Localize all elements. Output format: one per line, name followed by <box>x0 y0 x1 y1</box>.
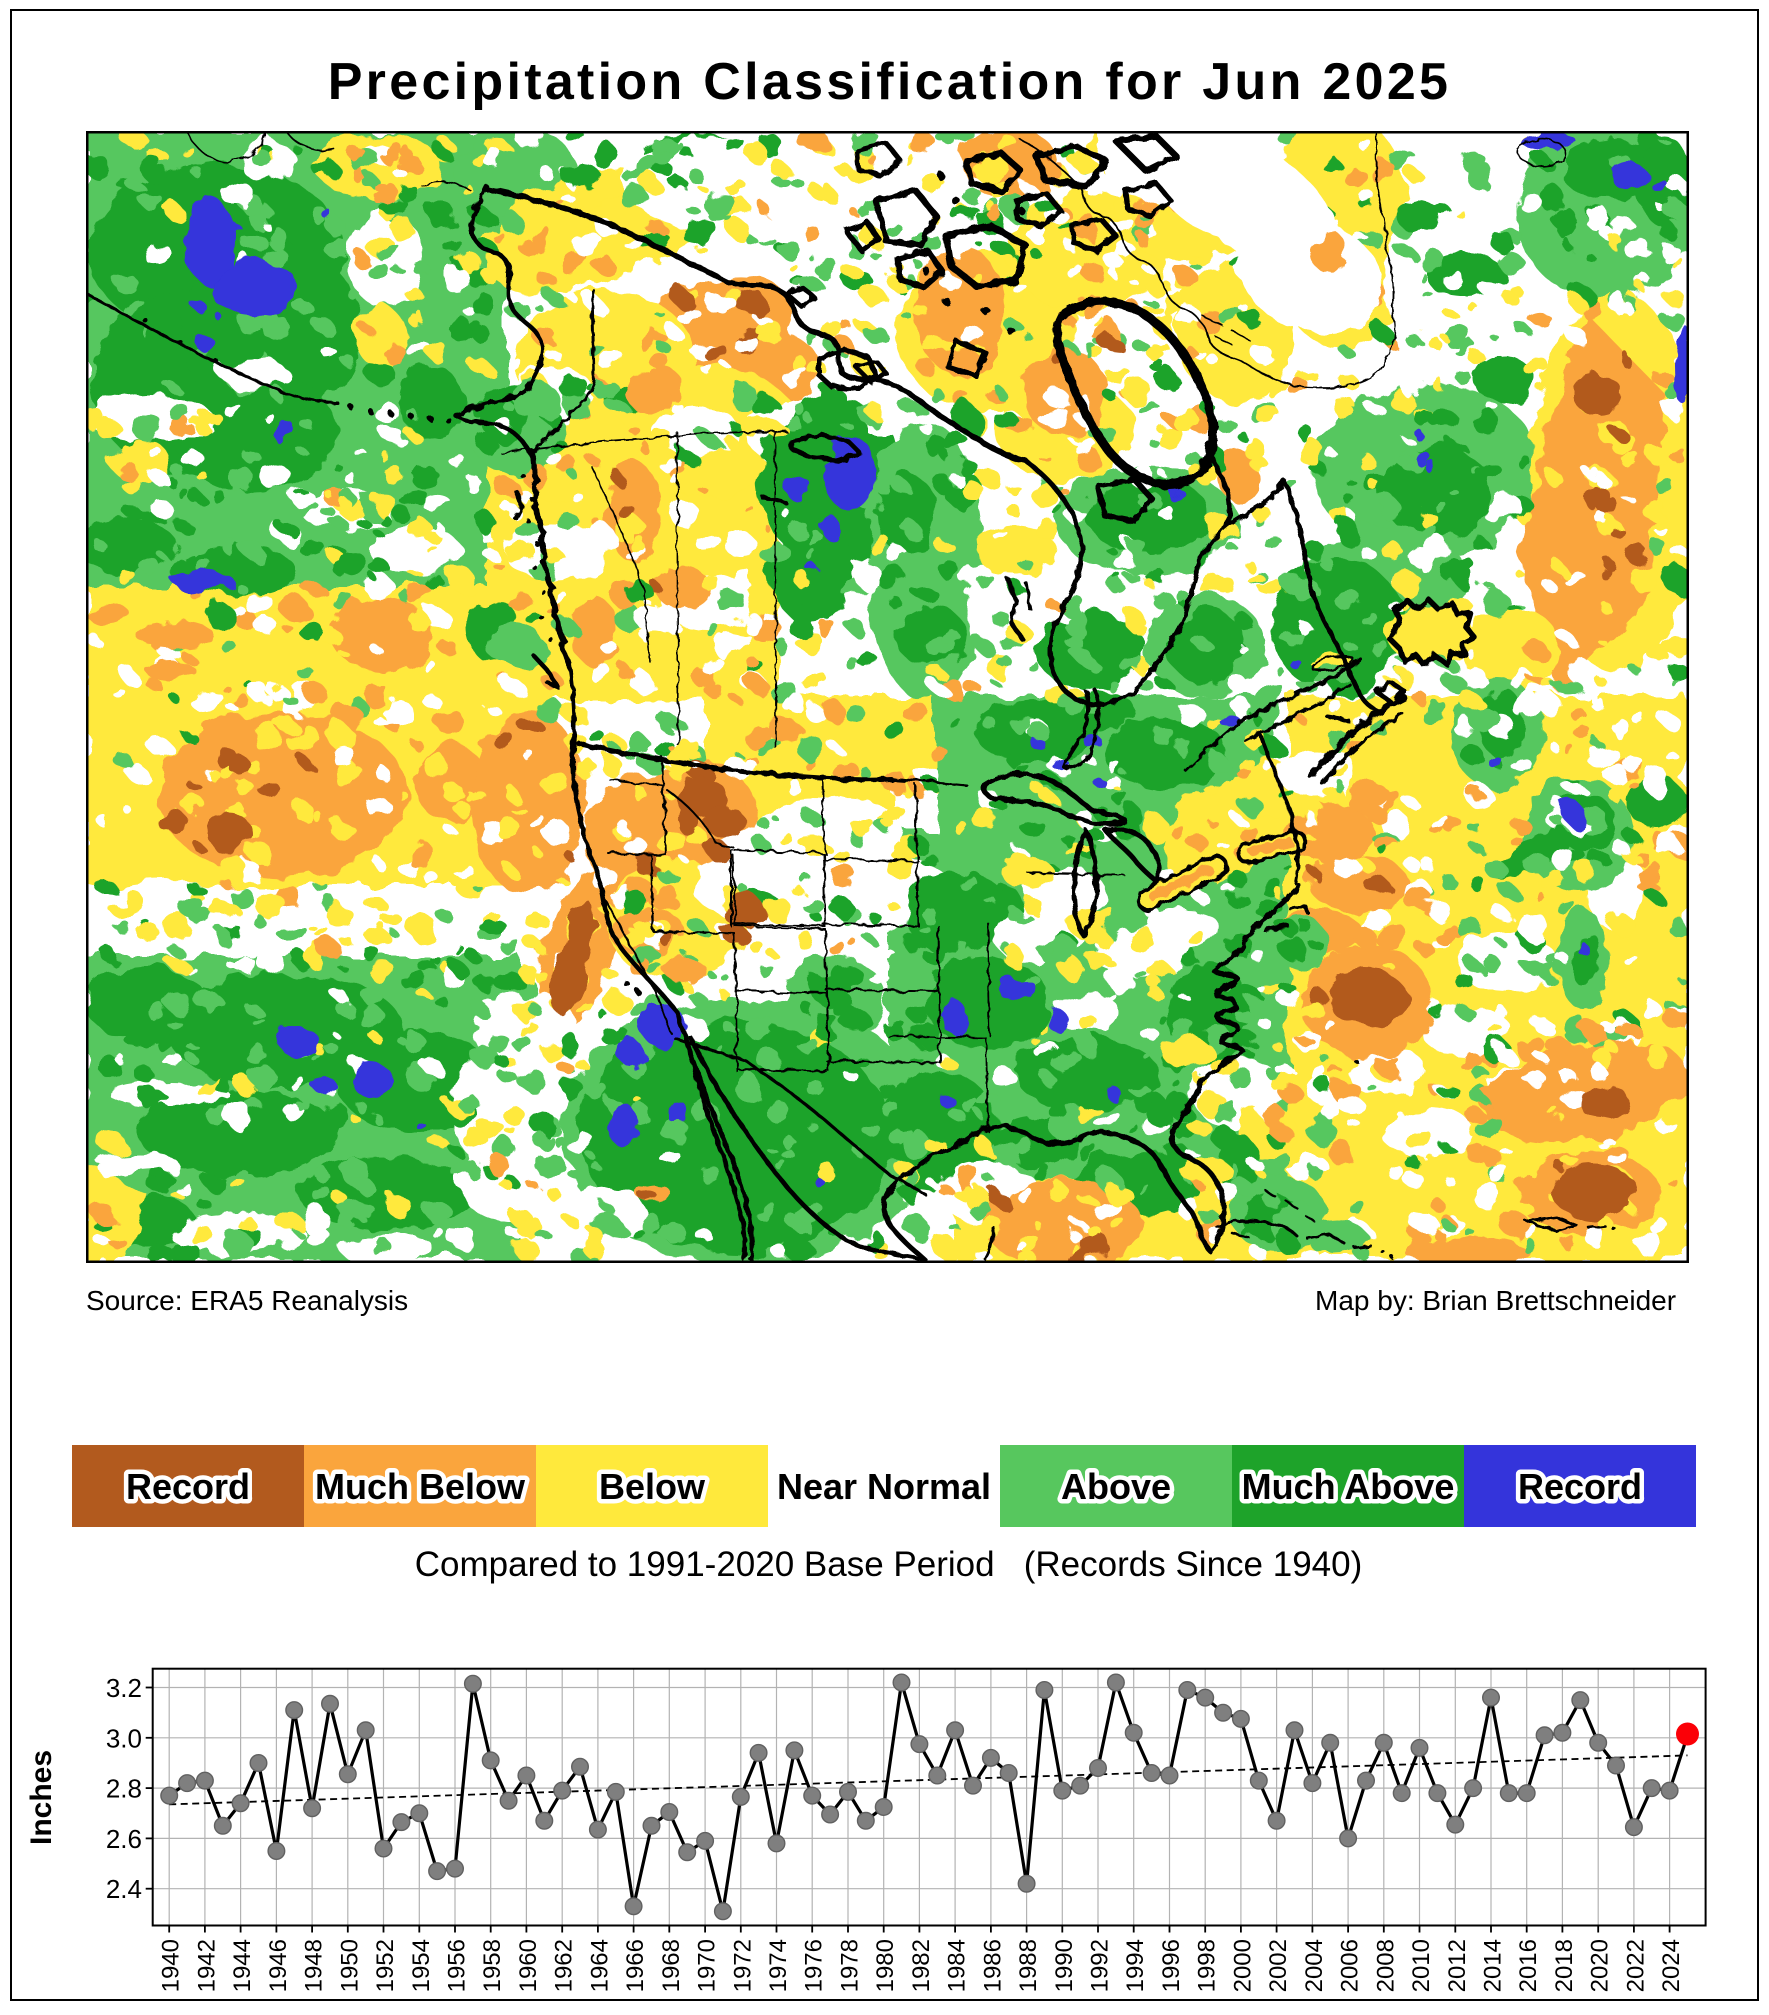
svg-text:1946: 1946 <box>265 1939 292 1992</box>
svg-text:2014: 2014 <box>1480 1939 1507 1992</box>
svg-text:Near Normal: Near Normal <box>777 1466 991 1507</box>
svg-text:1980: 1980 <box>872 1939 899 1992</box>
svg-text:1978: 1978 <box>837 1939 864 1992</box>
svg-text:2010: 2010 <box>1408 1939 1435 1992</box>
svg-text:1948: 1948 <box>301 1939 328 1992</box>
svg-text:2.6: 2.6 <box>106 1824 142 1854</box>
svg-text:1996: 1996 <box>1158 1939 1185 1992</box>
svg-text:3.0: 3.0 <box>106 1723 142 1753</box>
svg-text:2018: 2018 <box>1551 1939 1578 1992</box>
svg-text:1954: 1954 <box>408 1939 435 1992</box>
svg-text:1990: 1990 <box>1051 1939 1078 1992</box>
svg-text:2006: 2006 <box>1337 1939 1364 1992</box>
svg-text:1942: 1942 <box>193 1939 220 1992</box>
svg-text:1962: 1962 <box>551 1939 578 1992</box>
svg-text:1956: 1956 <box>444 1939 471 1992</box>
svg-text:2012: 2012 <box>1444 1939 1471 1992</box>
svg-text:3.2: 3.2 <box>106 1673 142 1703</box>
svg-text:1976: 1976 <box>801 1939 828 1992</box>
svg-text:2000: 2000 <box>1229 1939 1256 1992</box>
svg-text:2008: 2008 <box>1372 1939 1399 1992</box>
svg-text:1998: 1998 <box>1194 1939 1221 1992</box>
svg-text:1970: 1970 <box>694 1939 721 1992</box>
svg-text:2024: 2024 <box>1658 1939 1685 1992</box>
svg-text:Below: Below <box>599 1466 706 1507</box>
svg-text:Record: Record <box>1518 1466 1642 1507</box>
svg-text:1940: 1940 <box>158 1939 185 1992</box>
svg-text:1992: 1992 <box>1087 1939 1114 1992</box>
svg-text:Much Below: Much Below <box>315 1466 526 1507</box>
svg-text:2.4: 2.4 <box>106 1874 142 1904</box>
svg-text:1950: 1950 <box>336 1939 363 1992</box>
svg-text:1994: 1994 <box>1122 1939 1149 1992</box>
svg-text:Inches: Inches <box>25 1750 58 1845</box>
svg-text:1984: 1984 <box>944 1939 971 1992</box>
svg-text:1974: 1974 <box>765 1939 792 1992</box>
svg-text:1958: 1958 <box>479 1939 506 1992</box>
svg-text:1952: 1952 <box>372 1939 399 1992</box>
svg-text:1972: 1972 <box>729 1939 756 1992</box>
svg-text:1986: 1986 <box>979 1939 1006 1992</box>
svg-text:Much Above: Much Above <box>1242 1466 1455 1507</box>
svg-text:2002: 2002 <box>1265 1939 1292 1992</box>
svg-text:2020: 2020 <box>1587 1939 1614 1992</box>
svg-text:1988: 1988 <box>1015 1939 1042 1992</box>
svg-text:1964: 1964 <box>586 1939 613 1992</box>
svg-text:2022: 2022 <box>1622 1939 1649 1992</box>
svg-text:2004: 2004 <box>1301 1939 1328 1992</box>
svg-text:Record: Record <box>126 1466 250 1507</box>
svg-text:2016: 2016 <box>1515 1939 1542 1992</box>
svg-text:1968: 1968 <box>658 1939 685 1992</box>
svg-text:1944: 1944 <box>229 1939 256 1992</box>
svg-text:1982: 1982 <box>908 1939 935 1992</box>
svg-text:1966: 1966 <box>622 1939 649 1992</box>
svg-text:2.8: 2.8 <box>106 1774 142 1804</box>
svg-text:1960: 1960 <box>515 1939 542 1992</box>
svg-text:Above: Above <box>1061 1466 1171 1507</box>
